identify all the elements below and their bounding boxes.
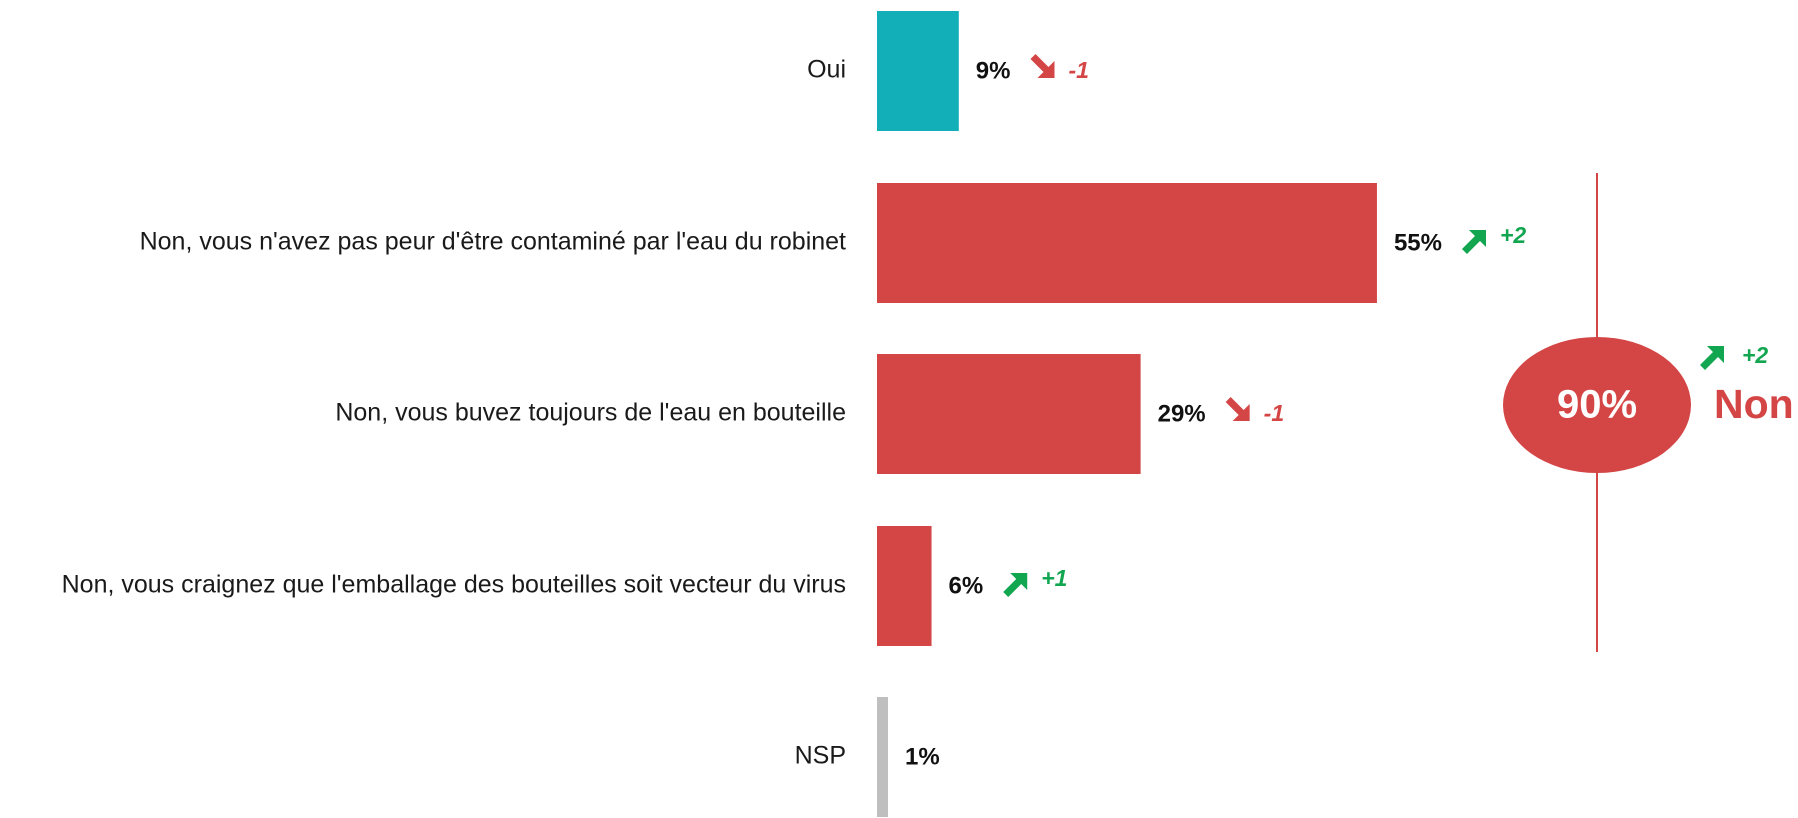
- change-label: -1: [1068, 57, 1088, 83]
- total-value: 90%: [1557, 383, 1637, 427]
- value-label: 1%: [905, 743, 940, 770]
- category-label: Non, vous craignez que l'emballage des b…: [62, 571, 846, 599]
- change-label: -1: [1264, 400, 1284, 426]
- category-label: Non, vous n'avez pas peur d'être contami…: [140, 228, 846, 256]
- total-label: Non: [1714, 381, 1794, 427]
- change-arrow: [1030, 54, 1055, 78]
- total-change-label: +2: [1742, 342, 1768, 368]
- change-arrow: [1003, 573, 1028, 597]
- value-label: 6%: [949, 572, 984, 599]
- category-label: Non, vous buvez toujours de l'eau en bou…: [335, 399, 846, 427]
- value-label: 9%: [976, 57, 1011, 84]
- change-label: +1: [1041, 565, 1067, 591]
- value-label: 29%: [1158, 400, 1206, 427]
- bar: [877, 697, 888, 817]
- bar: [877, 11, 959, 131]
- total-change-arrow: [1700, 346, 1724, 370]
- bar: [877, 526, 932, 646]
- change-arrow: [1461, 230, 1486, 254]
- value-label: 55%: [1394, 229, 1442, 256]
- change-label: +2: [1500, 222, 1526, 248]
- category-label: Oui: [807, 56, 846, 84]
- change-arrow: [1225, 397, 1250, 421]
- total-ellipse: [1503, 337, 1691, 473]
- bar: [877, 183, 1377, 303]
- category-label: NSP: [795, 742, 846, 770]
- bar: [877, 354, 1141, 474]
